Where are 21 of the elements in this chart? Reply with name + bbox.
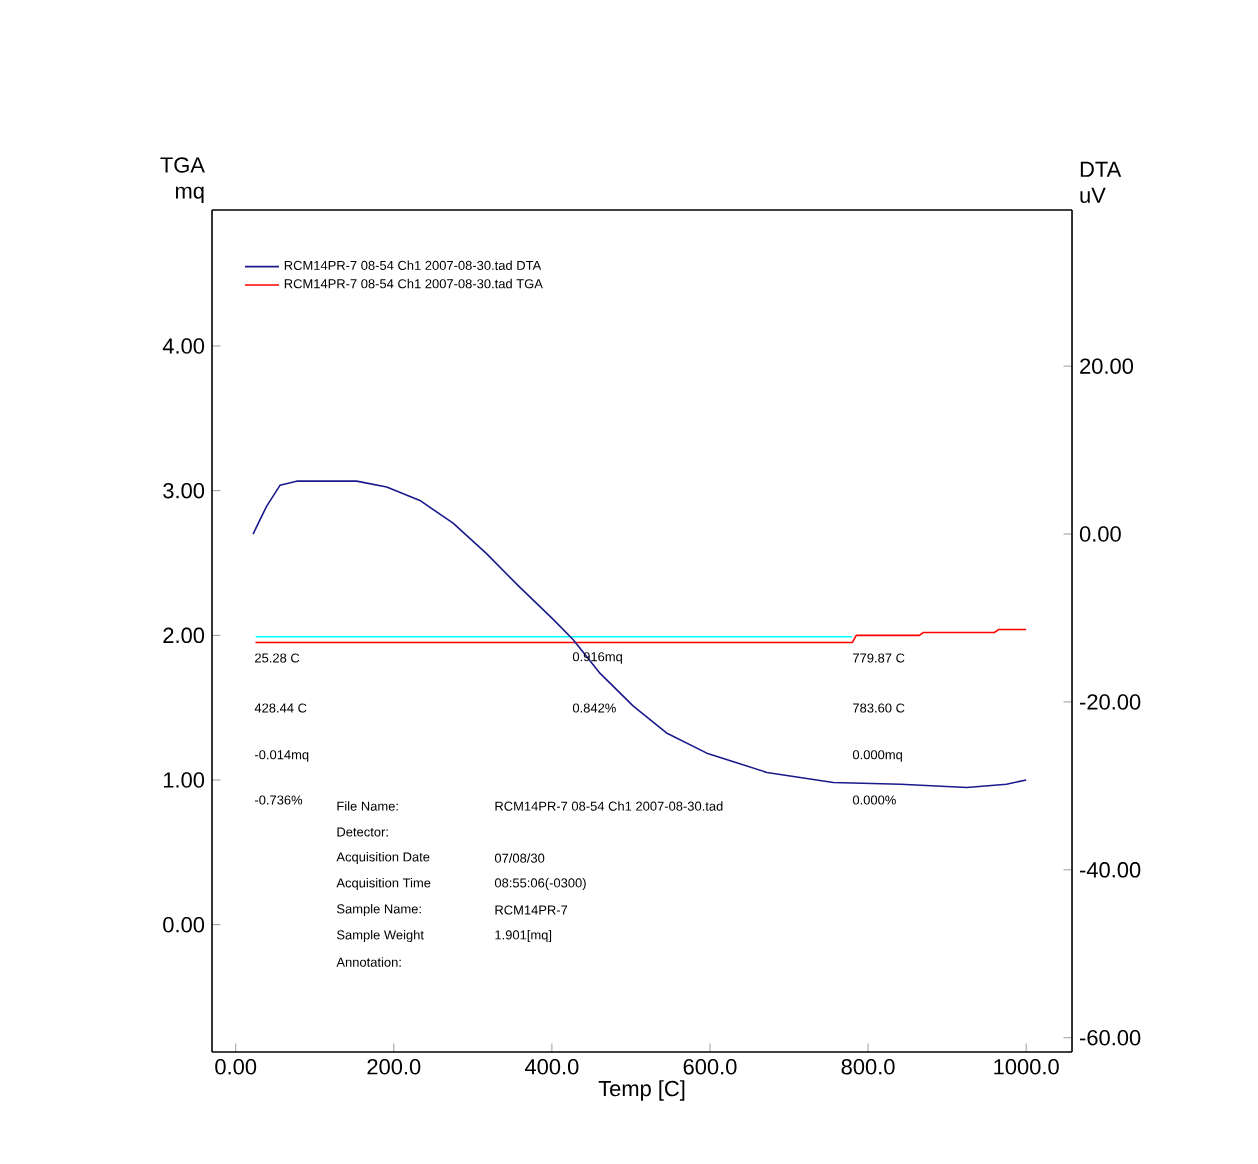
line-series: [252, 480, 1027, 789]
line-series: [254, 628, 1027, 644]
y2-tick-label: 20.00: [1080, 358, 1134, 374]
y-tick-label: 0.00: [163, 916, 205, 933]
y-tick-label: 4.00: [162, 338, 205, 354]
y2-tick-label: -20.00: [1080, 694, 1141, 710]
x-axis-title: Temp [C]: [598, 1080, 685, 1101]
x-tick-label: 200.0: [367, 1059, 421, 1075]
y2-tick-label: -40.00: [1080, 862, 1141, 878]
y-tick-label: 3.00: [163, 482, 205, 499]
x-tick-label: 1000.0: [994, 1059, 1059, 1075]
y-tick-label: 2.00: [163, 627, 205, 644]
y2-tick-label: 0.00: [1079, 526, 1121, 542]
y-tick-label: 1.00: [163, 772, 205, 788]
x-tick-label: 600.0: [683, 1059, 737, 1075]
x-tick-label: 800.0: [841, 1059, 895, 1075]
x-tick-label: 0.00: [215, 1059, 257, 1075]
y2-axis-title: DTA uV: [1080, 161, 1122, 203]
y-axis-title: TGA mq: [160, 157, 205, 203]
y2-tick-label: -60.00: [1080, 1029, 1141, 1046]
x-tick-label: 400.0: [524, 1059, 579, 1075]
